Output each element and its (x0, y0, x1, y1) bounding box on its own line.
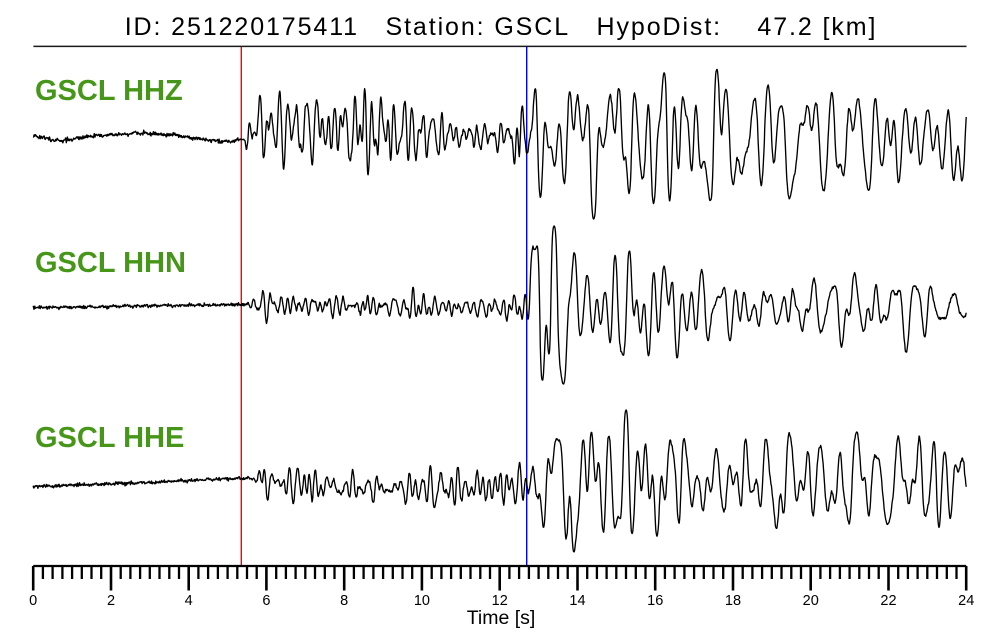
svg-text:16: 16 (647, 593, 663, 609)
svg-text:GSCL HHE: GSCL HHE (35, 422, 184, 454)
svg-text:10: 10 (414, 593, 430, 609)
svg-text:14: 14 (569, 593, 585, 609)
svg-text:20: 20 (803, 593, 819, 609)
svg-text:8: 8 (340, 593, 348, 609)
svg-text:4: 4 (185, 593, 193, 609)
svg-text:12: 12 (492, 593, 508, 609)
svg-text:2: 2 (107, 593, 115, 609)
svg-text:24: 24 (958, 593, 974, 609)
svg-text:Time [s]: Time [s] (467, 607, 536, 629)
svg-text:18: 18 (725, 593, 741, 609)
svg-text:GSCL HHN: GSCL HHN (35, 247, 186, 279)
svg-text:0: 0 (29, 593, 37, 609)
svg-text:22: 22 (880, 593, 896, 609)
svg-text:ID: 251220175411 Station: GS: ID: 251220175411 Station: GSCL HypoDist:… (125, 13, 878, 41)
svg-text:GSCL HHZ: GSCL HHZ (35, 75, 183, 107)
svg-text:6: 6 (262, 593, 270, 609)
